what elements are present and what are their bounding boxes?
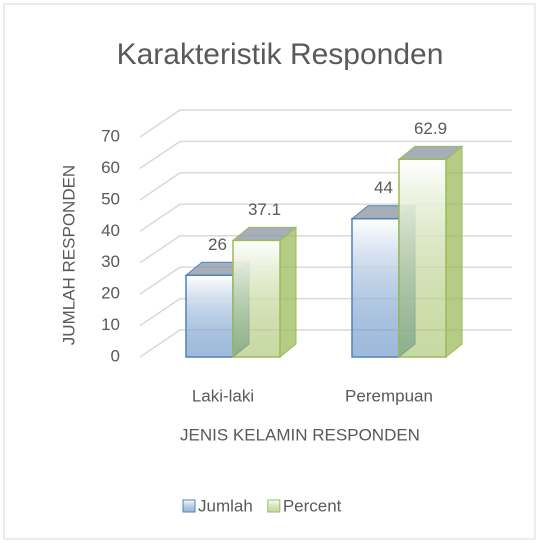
bar-side bbox=[445, 145, 463, 359]
grid-line bbox=[139, 109, 512, 138]
legend-marker bbox=[267, 499, 281, 513]
y-tick-label: 30 bbox=[101, 252, 120, 271]
bar bbox=[185, 274, 234, 358]
grid-line bbox=[139, 140, 512, 170]
x-tick-label: Laki-laki bbox=[192, 386, 254, 405]
y-tick-label: 0 bbox=[111, 346, 120, 365]
legend-label: Percent bbox=[283, 496, 342, 515]
data-label: 26 bbox=[208, 235, 227, 254]
y-tick-label: 60 bbox=[101, 158, 120, 177]
data-label: 37.1 bbox=[248, 200, 281, 219]
y-tick-label: 70 bbox=[101, 126, 120, 145]
y-axis-label: JUMLAH RESPONDEN bbox=[59, 165, 78, 345]
chart-title: Karakteristik Responden bbox=[117, 38, 444, 71]
x-axis-label: JENIS KELAMIN RESPONDEN bbox=[180, 425, 420, 444]
data-label: 44 bbox=[374, 178, 393, 197]
y-tick-label: 40 bbox=[101, 221, 120, 240]
bar bbox=[351, 217, 400, 358]
data-label: 62.9 bbox=[414, 119, 447, 138]
y-tick-label: 20 bbox=[101, 284, 120, 303]
bar-side bbox=[279, 226, 297, 359]
x-tick-label: Perempuan bbox=[345, 386, 433, 405]
y-tick-label: 10 bbox=[101, 315, 120, 334]
bar bbox=[232, 239, 281, 358]
legend-label: Jumlah bbox=[198, 496, 253, 515]
legend-marker bbox=[182, 499, 196, 513]
bar bbox=[398, 158, 447, 358]
y-tick-label: 50 bbox=[101, 189, 120, 208]
